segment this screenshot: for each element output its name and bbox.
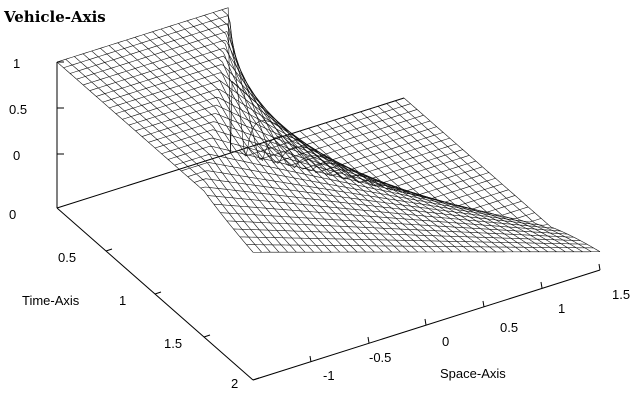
mesh-line-x <box>403 97 601 253</box>
space-tick-mark <box>598 263 601 271</box>
time-tick-mark <box>203 334 211 338</box>
mesh-line-x <box>100 48 297 253</box>
mesh-line-t <box>187 170 535 219</box>
mesh-line-t <box>233 228 581 241</box>
space-tick-mark <box>482 300 485 308</box>
mesh-line-t <box>56 7 405 154</box>
time-tick-mark <box>154 291 162 295</box>
space-tick-label: -1 <box>323 368 335 383</box>
mesh-line-t <box>226 220 574 238</box>
space-axis-line <box>252 269 601 381</box>
mesh-line-t <box>213 203 561 232</box>
mesh-line-t <box>109 72 457 180</box>
time-tick-label: 1 <box>119 293 126 308</box>
space-tick-mark <box>309 355 312 363</box>
space-tick-label: 1 <box>558 301 565 316</box>
mesh-line-t <box>141 113 490 196</box>
space-tick-mark <box>367 336 370 344</box>
space-axis-label: Space-Axis <box>440 366 506 381</box>
mesh-line-x <box>160 28 358 253</box>
mesh-line-t <box>69 23 418 160</box>
space-tick-label: 0 <box>442 334 449 349</box>
space-tick-mark <box>424 318 427 326</box>
axes-frame <box>56 62 601 381</box>
space-ticks: -1 -0.5 0 0.5 1 1.5 <box>309 263 630 383</box>
mesh-line-x <box>360 111 557 253</box>
time-tick-label: 2 <box>231 376 238 391</box>
z-tick-label: 1 <box>13 56 20 71</box>
z-tick-label: 0 <box>13 148 20 163</box>
z-ticks: 0 0 0.5 1 <box>9 56 64 222</box>
mesh-line-t <box>122 88 470 186</box>
z-tick-label: 0 <box>9 207 16 222</box>
surface-mesh <box>56 7 601 253</box>
mesh-line-t <box>148 121 496 200</box>
space-tick-label: -0.5 <box>369 350 391 365</box>
mesh-line-t <box>174 153 522 213</box>
time-tick-mark <box>105 248 113 252</box>
time-axis-label: Time-Axis <box>22 293 80 308</box>
mesh-line-t <box>128 96 476 190</box>
time-tick-label: 0.5 <box>58 250 76 265</box>
time-tick-mark <box>252 377 260 381</box>
z-tick-label: 0.5 <box>9 102 27 117</box>
chart-title: Vehicle-Axis <box>3 8 106 26</box>
mesh-line-x <box>221 9 419 253</box>
mesh-line-t <box>63 15 411 157</box>
mesh-line-x <box>299 130 497 253</box>
mesh-line-x <box>74 56 271 253</box>
time-ticks: 0.5 1 1.5 2 <box>58 248 260 391</box>
mesh-line-x <box>178 23 375 253</box>
mesh-line-t <box>200 186 548 226</box>
mesh-line-t <box>194 178 542 223</box>
mesh-line-t <box>239 236 587 245</box>
mesh-line-t <box>135 104 483 193</box>
mesh-line-t <box>181 162 529 216</box>
mesh-line-x <box>212 12 410 253</box>
space-tick-label: 1.5 <box>612 287 630 302</box>
mesh-line-t <box>246 244 594 249</box>
mesh-line-t <box>253 251 600 253</box>
mesh-line-t <box>220 212 568 235</box>
mesh-line-x <box>126 39 323 253</box>
mesh-line-t <box>167 145 516 209</box>
space-tick-mark <box>540 281 543 289</box>
time-tick-label: 1.5 <box>164 336 182 351</box>
space-tick-label: 0.5 <box>500 320 518 335</box>
mesh-line-t <box>207 195 555 229</box>
mesh-line-t <box>115 80 463 183</box>
